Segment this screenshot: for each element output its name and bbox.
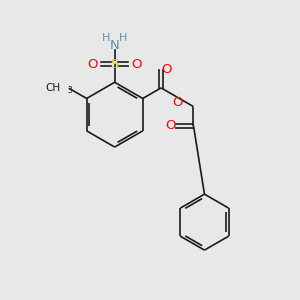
Text: O: O	[161, 63, 172, 76]
Text: CH: CH	[45, 82, 61, 93]
Text: 3: 3	[67, 86, 72, 95]
Text: O: O	[172, 95, 183, 109]
Text: H: H	[102, 32, 110, 43]
Text: O: O	[88, 58, 98, 70]
Text: O: O	[131, 58, 142, 70]
Text: S: S	[110, 58, 119, 70]
Text: H: H	[119, 32, 128, 43]
Text: N: N	[110, 39, 119, 52]
Text: O: O	[165, 119, 176, 132]
